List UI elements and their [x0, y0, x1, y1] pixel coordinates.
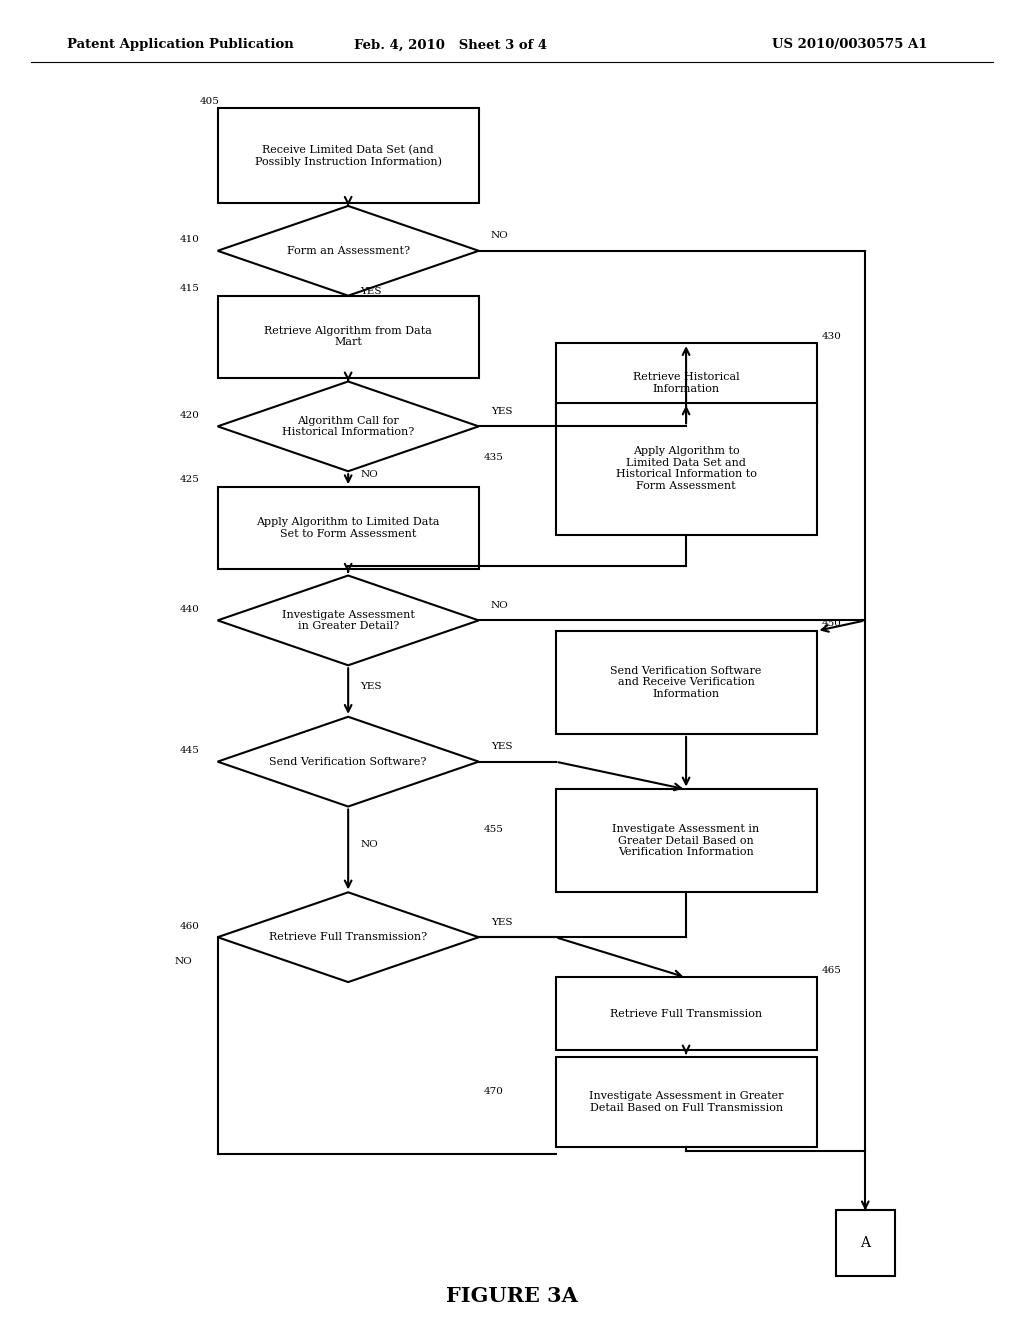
FancyBboxPatch shape — [555, 403, 817, 535]
FancyBboxPatch shape — [555, 789, 817, 892]
Text: Receive Limited Data Set (and
Possibly Instruction Information): Receive Limited Data Set (and Possibly I… — [255, 144, 441, 168]
Polygon shape — [218, 206, 479, 296]
Text: 470: 470 — [484, 1086, 504, 1096]
Text: Form an Assessment?: Form an Assessment? — [287, 246, 410, 256]
Text: Patent Application Publication: Patent Application Publication — [67, 38, 293, 51]
FancyBboxPatch shape — [555, 1057, 817, 1147]
Text: Send Verification Software?: Send Verification Software? — [269, 756, 427, 767]
Text: Feb. 4, 2010   Sheet 3 of 4: Feb. 4, 2010 Sheet 3 of 4 — [354, 38, 547, 51]
Text: YES: YES — [492, 407, 512, 416]
Text: 450: 450 — [822, 619, 842, 628]
Text: Apply Algorithm to
Limited Data Set and
Historical Information to
Form Assessmen: Apply Algorithm to Limited Data Set and … — [615, 446, 757, 491]
Text: NO: NO — [360, 470, 378, 479]
FancyBboxPatch shape — [555, 343, 817, 422]
Text: Apply Algorithm to Limited Data
Set to Form Assessment: Apply Algorithm to Limited Data Set to F… — [256, 517, 440, 539]
Polygon shape — [218, 892, 479, 982]
Text: NO: NO — [360, 841, 378, 850]
Text: 460: 460 — [179, 921, 199, 931]
Text: Send Verification Software
and Receive Verification
Information: Send Verification Software and Receive V… — [610, 665, 762, 700]
Text: FIGURE 3A: FIGURE 3A — [446, 1286, 578, 1307]
Polygon shape — [218, 576, 479, 665]
Text: 465: 465 — [822, 966, 842, 974]
Text: US 2010/0030575 A1: US 2010/0030575 A1 — [772, 38, 928, 51]
Text: A: A — [860, 1237, 870, 1250]
Text: NO: NO — [492, 231, 509, 240]
FancyBboxPatch shape — [555, 977, 817, 1051]
Text: Investigate Assessment
in Greater Detail?: Investigate Assessment in Greater Detail… — [282, 610, 415, 631]
Text: 415: 415 — [179, 284, 199, 293]
Text: Investigate Assessment in Greater
Detail Based on Full Transmission: Investigate Assessment in Greater Detail… — [589, 1092, 783, 1113]
Text: Retrieve Full Transmission?: Retrieve Full Transmission? — [269, 932, 427, 942]
FancyBboxPatch shape — [218, 296, 479, 378]
FancyBboxPatch shape — [836, 1210, 895, 1276]
Text: YES: YES — [492, 917, 512, 927]
Text: Retrieve Full Transmission: Retrieve Full Transmission — [610, 1008, 762, 1019]
Text: 445: 445 — [179, 746, 199, 755]
Polygon shape — [218, 381, 479, 471]
Text: 410: 410 — [179, 235, 199, 244]
Polygon shape — [218, 717, 479, 807]
Text: 435: 435 — [484, 453, 504, 462]
Text: 430: 430 — [822, 331, 842, 341]
Text: 425: 425 — [179, 475, 199, 484]
FancyBboxPatch shape — [555, 631, 817, 734]
Text: YES: YES — [360, 286, 382, 296]
Text: 455: 455 — [484, 825, 504, 834]
FancyBboxPatch shape — [218, 487, 479, 569]
Text: 420: 420 — [179, 411, 199, 420]
Text: Algorithm Call for
Historical Information?: Algorithm Call for Historical Informatio… — [282, 416, 415, 437]
Text: NO: NO — [492, 601, 509, 610]
Text: Retrieve Algorithm from Data
Mart: Retrieve Algorithm from Data Mart — [264, 326, 432, 347]
Text: NO: NO — [174, 957, 193, 966]
Text: 440: 440 — [179, 605, 199, 614]
Text: Investigate Assessment in
Greater Detail Based on
Verification Information: Investigate Assessment in Greater Detail… — [612, 824, 760, 858]
FancyBboxPatch shape — [218, 108, 479, 203]
Text: Retrieve Historical
Information: Retrieve Historical Information — [633, 372, 739, 393]
Text: YES: YES — [492, 742, 512, 751]
Text: 405: 405 — [200, 96, 219, 106]
Text: YES: YES — [360, 682, 382, 692]
